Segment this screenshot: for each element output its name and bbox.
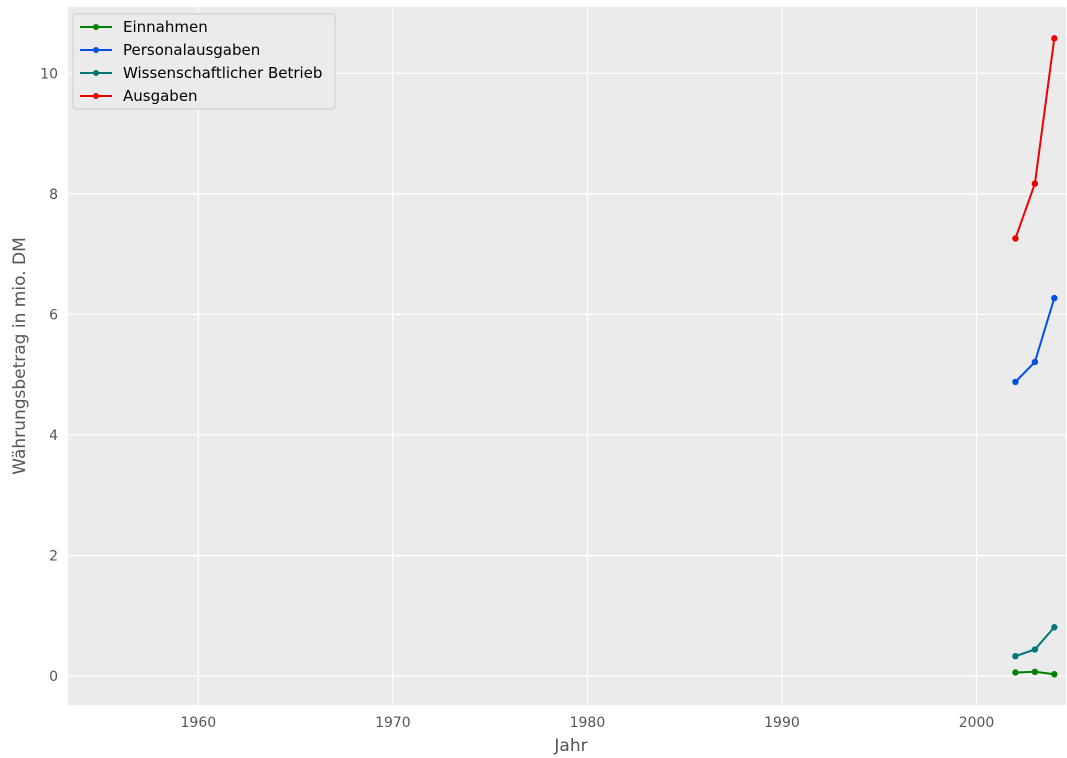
data-point [1031, 668, 1039, 676]
legend-item: Wissenschaftlicher Betrieb [80, 64, 322, 82]
x-axis-label: Jahr [553, 736, 587, 756]
data-point [1012, 378, 1019, 386]
x-tick-label: 1970 [375, 715, 411, 731]
series-personalausgaben [1012, 294, 1058, 386]
legend-box [72, 13, 336, 110]
data-point [1012, 652, 1019, 660]
y-axis-label: Währungsbetrag in mio. DM [10, 237, 30, 474]
y-tick-label: 6 [49, 307, 58, 323]
y-tick-label: 8 [49, 187, 58, 203]
x-tick-label: 1990 [764, 715, 800, 731]
data-point [1051, 671, 1058, 678]
x-tick-label: 2000 [959, 715, 995, 731]
legend-item: Einnahmen [80, 18, 208, 36]
y-tick-label: 10 [40, 66, 58, 82]
series-wissenschaftlicher-betrieb [1012, 624, 1058, 660]
x-tick-label: 1980 [570, 715, 606, 731]
legend-marker [93, 70, 99, 76]
series-einnahmen [1012, 668, 1058, 678]
data-point [1051, 624, 1058, 631]
y-tick-label: 0 [49, 669, 58, 685]
y-tick-label: 4 [49, 428, 58, 444]
legend-label: Wissenschaftlicher Betrieb [123, 64, 322, 82]
legend-marker [93, 47, 99, 53]
series-ausgaben [1012, 35, 1058, 242]
y-tick-label: 2 [49, 549, 58, 565]
legend-item: Ausgaben [80, 87, 198, 105]
series-layer [1012, 35, 1058, 678]
data-point [1051, 35, 1058, 42]
data-point [1031, 646, 1039, 653]
legend-label: Personalausgaben [123, 41, 260, 59]
legend: Einnahmen Personalausgaben Wissenschaftlic… [72, 13, 336, 110]
legend-label: Ausgaben [123, 87, 198, 105]
legend-marker [93, 24, 99, 30]
legend-marker [93, 93, 99, 99]
x-tick-label: 1960 [181, 715, 217, 731]
data-point [1031, 358, 1039, 366]
plot-background [68, 7, 1066, 705]
data-point [1012, 235, 1019, 242]
legend-label: Einnahmen [123, 18, 208, 36]
legend-item: Personalausgaben [80, 41, 260, 59]
data-point [1012, 669, 1019, 676]
data-point [1031, 180, 1039, 187]
data-point [1051, 294, 1058, 302]
x-tick-labels: 1960 1970 1980 1990 2000 [181, 715, 995, 731]
y-tick-labels: 0 2 4 6 8 10 [40, 66, 58, 685]
